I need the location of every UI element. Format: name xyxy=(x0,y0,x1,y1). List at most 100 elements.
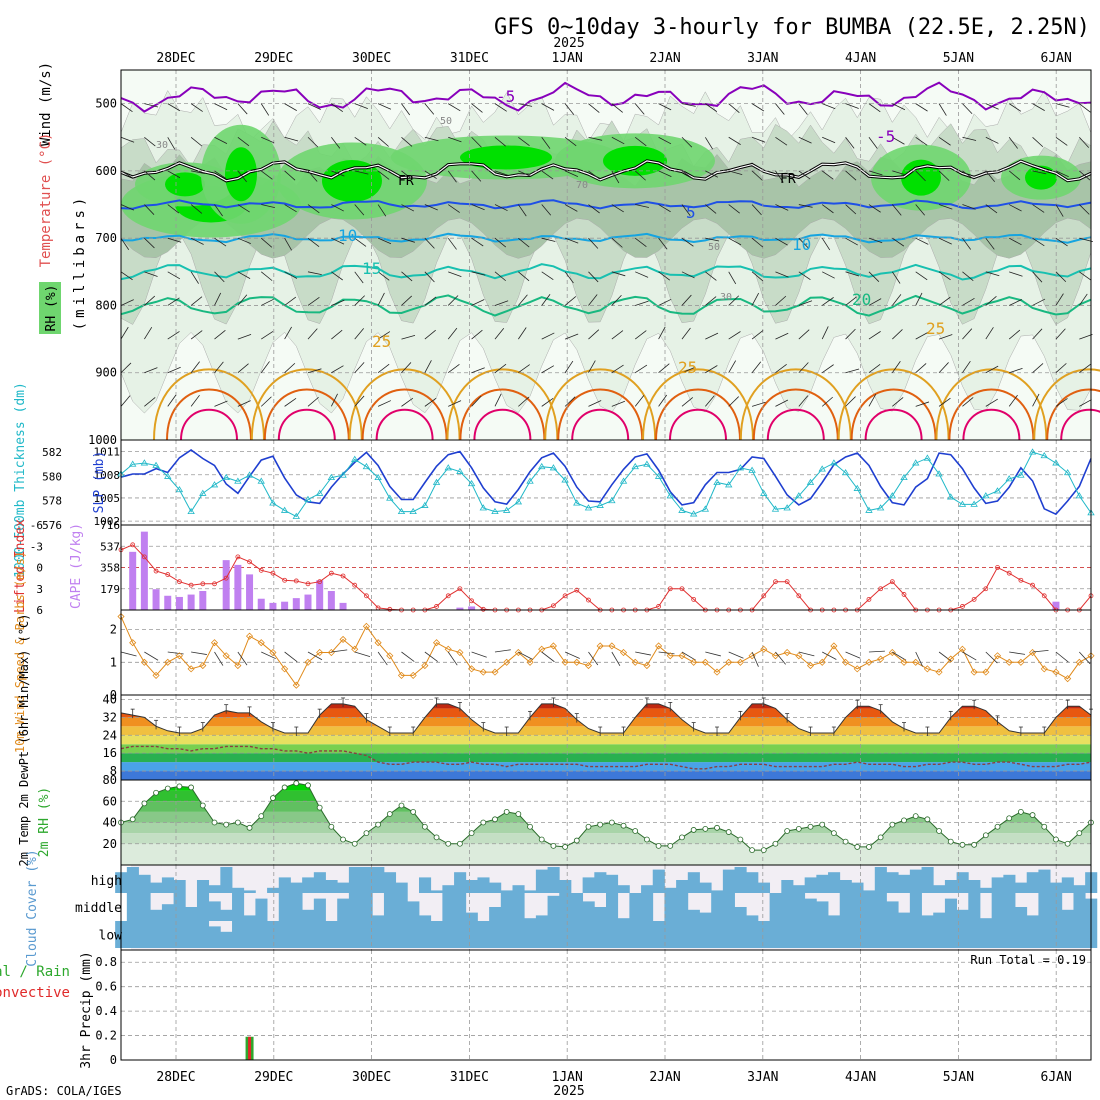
wind-barb xyxy=(821,364,834,374)
cloud-bar-high xyxy=(722,869,735,893)
cloud-bar-high xyxy=(1038,869,1051,893)
chart-title: GFS 0~10day 3-hourly for BUMBA (22.5E, 2… xyxy=(494,15,1090,40)
wind-barb xyxy=(821,396,833,407)
wind-barb xyxy=(494,204,508,212)
temp-tick-label: 8 xyxy=(110,764,117,778)
wind-barb xyxy=(214,237,227,247)
cloud-bar-high xyxy=(360,867,373,893)
lifted-index-marker xyxy=(866,596,872,602)
wind-barb xyxy=(214,329,226,340)
surface-wind-barb xyxy=(167,651,184,655)
wind-speed-marker xyxy=(760,645,768,653)
wind-speed-marker xyxy=(421,662,429,670)
cloud-bar-low xyxy=(325,921,338,948)
wind-barb xyxy=(798,300,813,306)
cloud-bar-middle xyxy=(968,893,981,921)
wind-barb xyxy=(284,326,292,340)
wind-barb xyxy=(214,103,228,111)
rh-marker xyxy=(223,821,230,828)
wind-barb xyxy=(588,170,601,180)
rh-marker xyxy=(749,847,755,854)
wind-barb xyxy=(705,103,718,112)
thickness-marker xyxy=(164,472,172,479)
cloud-bar-low xyxy=(559,921,572,948)
wind-barb xyxy=(634,330,647,340)
thickness-marker xyxy=(830,459,838,466)
rh-marker xyxy=(270,795,276,801)
wind-barb xyxy=(447,170,457,183)
cloud-bar-high xyxy=(489,882,502,893)
rh-marker xyxy=(234,819,241,826)
cloud-bar-low xyxy=(606,921,619,948)
cloud-bar-middle xyxy=(419,915,432,921)
lifted-index-marker xyxy=(387,606,393,612)
contour-diurnal-loop xyxy=(766,408,825,441)
contour-diurnal-loop xyxy=(571,408,630,441)
wind-speed-marker xyxy=(140,658,148,666)
wind-barb xyxy=(494,271,507,282)
thickness-marker xyxy=(538,462,546,470)
cloud-bar-low xyxy=(1015,921,1028,948)
rh-marker xyxy=(328,823,335,830)
cloud-bar-high xyxy=(477,877,490,893)
wind-barb xyxy=(681,237,694,247)
wind-barb xyxy=(447,364,460,374)
wind-barb xyxy=(260,271,273,281)
wind-barb xyxy=(681,397,694,407)
thickness-marker xyxy=(876,504,885,511)
cloud-bar-low xyxy=(138,921,151,948)
wind-barb xyxy=(892,170,906,176)
lifted-index-marker xyxy=(270,570,276,576)
top-date-label: 5JAN xyxy=(943,51,974,66)
cloud-bar-low xyxy=(1038,921,1051,948)
wind-barb xyxy=(728,170,743,176)
pressure-tick-label: 700 xyxy=(95,231,117,245)
wind-barb xyxy=(261,298,274,306)
label-rh50-1: 50 xyxy=(440,116,452,127)
wind-barb xyxy=(1009,367,1023,374)
thickness-marker xyxy=(713,478,721,485)
rh-marker xyxy=(445,840,452,847)
wind-barb xyxy=(167,331,180,340)
wind-barb xyxy=(728,136,741,145)
wind-speed-marker xyxy=(842,658,850,666)
bottom-date-label: 30DEC xyxy=(352,1070,391,1085)
cloud-bar-low xyxy=(629,921,642,948)
wind-barb xyxy=(120,136,135,143)
cloud-bar-low xyxy=(220,931,233,948)
cloud-bar-low xyxy=(255,921,268,948)
wind-barb xyxy=(307,103,321,110)
wind-speed-marker xyxy=(152,671,160,679)
wind-speed-marker xyxy=(748,652,756,660)
top-year-label: 2025 xyxy=(553,36,584,51)
lifted-index-marker xyxy=(434,604,439,609)
wind-speed-marker xyxy=(234,662,242,670)
label-plus25-1: 25 xyxy=(372,332,391,351)
wind-barb xyxy=(1079,137,1090,148)
rh-marker xyxy=(982,832,989,839)
wind-barb xyxy=(1079,333,1093,340)
lifted-index-marker xyxy=(889,579,895,585)
wind-speed-marker xyxy=(888,648,896,657)
cape-bar xyxy=(199,591,207,610)
wind-speed-marker xyxy=(362,622,370,630)
wind-barb xyxy=(892,136,905,145)
rh-marker xyxy=(772,840,779,847)
wind-barb xyxy=(354,204,365,216)
rh-marker xyxy=(246,824,253,831)
label-rh50-2: 50 xyxy=(708,242,720,253)
ylabel-wind: Wind (m/s) xyxy=(38,62,54,146)
temp-tick-label: 40 xyxy=(103,692,117,706)
wind-barb xyxy=(377,271,390,281)
bottom-date-label: 31DEC xyxy=(450,1070,489,1085)
wind-barb xyxy=(354,237,367,247)
wind-barb xyxy=(307,204,320,214)
wind-speed-marker xyxy=(129,639,137,647)
surface-wind-barb xyxy=(822,651,837,660)
wind-barb xyxy=(307,170,318,182)
surface-wind-barb xyxy=(424,651,438,662)
wind-barb xyxy=(471,136,482,148)
wind-barb xyxy=(728,331,741,340)
cloud-bar-middle xyxy=(886,901,899,921)
lifted-index-marker xyxy=(679,586,685,592)
